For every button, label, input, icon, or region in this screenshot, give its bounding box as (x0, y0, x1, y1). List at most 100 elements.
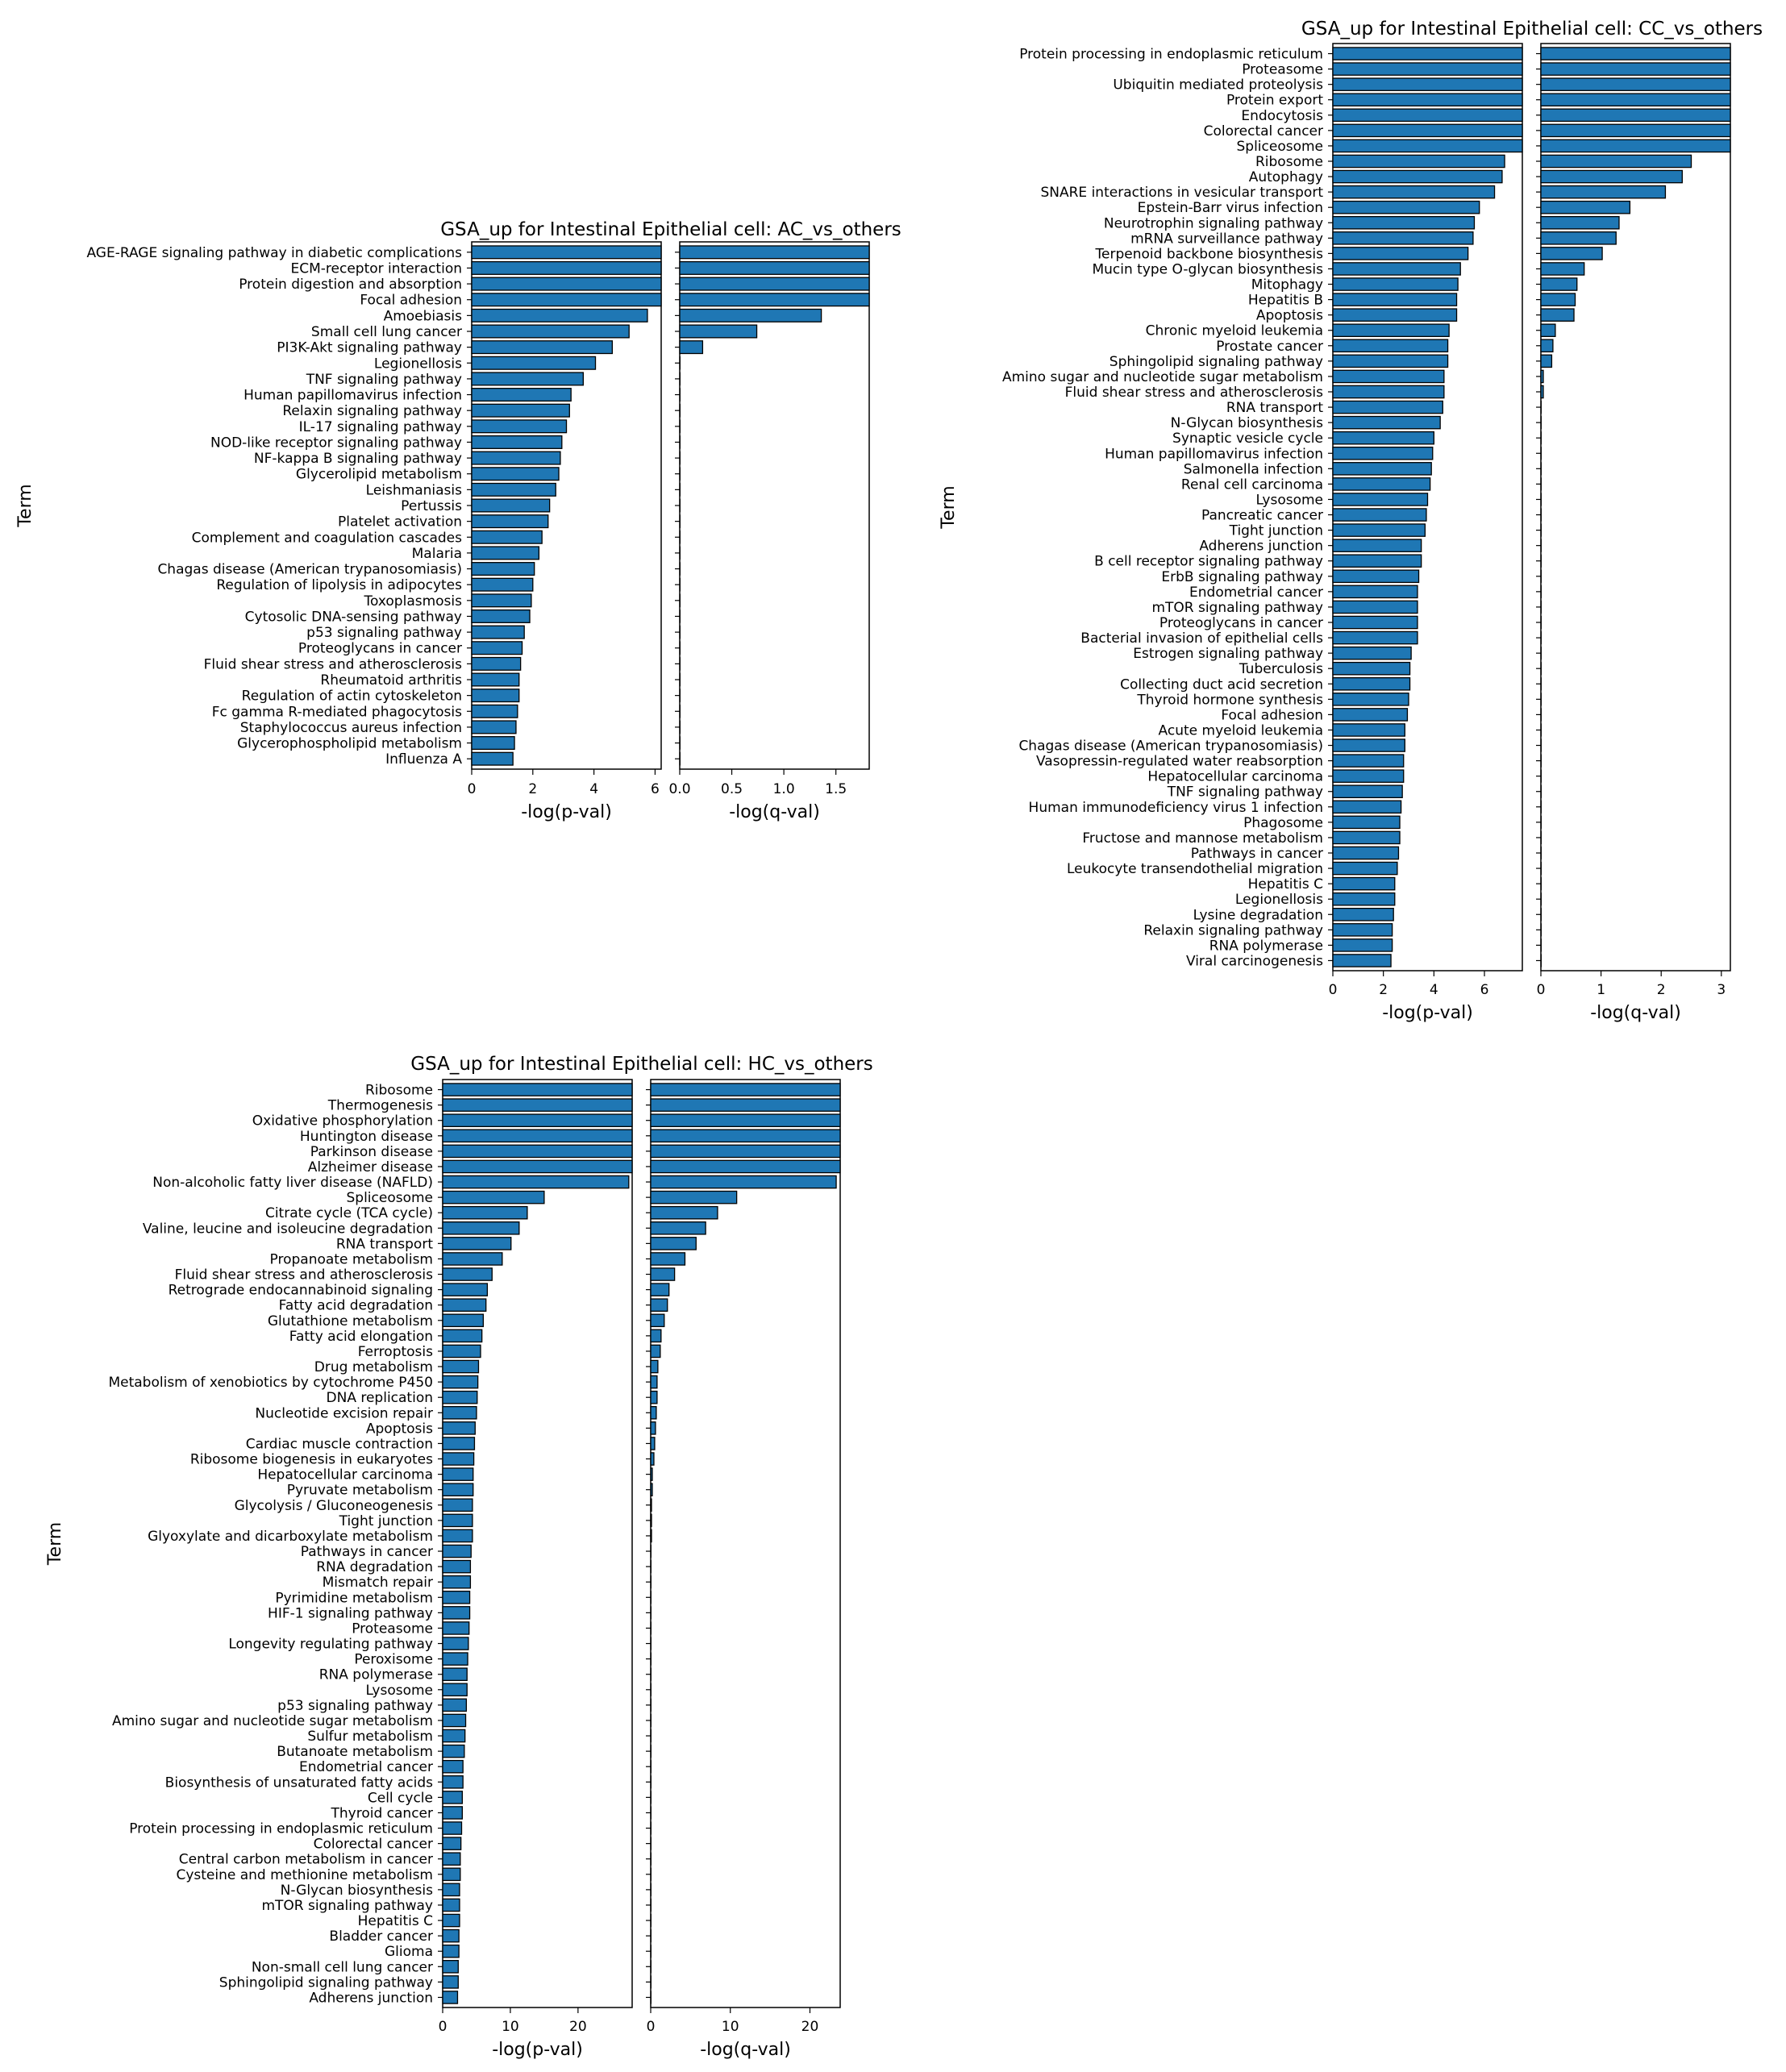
term-label: Regulation of actin cytoskeleton (242, 689, 462, 705)
term-label: Leishmaniasis (366, 482, 462, 498)
pval-bar (1332, 108, 1523, 123)
qval-bar (1540, 431, 1542, 445)
pval-bar (471, 641, 523, 655)
pval-tick-label: 6 (1480, 982, 1489, 998)
pval-bar (442, 1083, 633, 1096)
qval-bar (650, 1591, 652, 1604)
term-label: Proteoglycans in cancer (1159, 615, 1323, 631)
term-label: Vasopressin-regulated water reabsorption (1036, 754, 1323, 770)
qval-bar (1540, 923, 1542, 937)
term-label: Relaxin signaling pathway (282, 403, 462, 419)
qval-bar (679, 625, 681, 639)
chart-title: GSA_up for Intestinal Epithelial cell: C… (1301, 19, 1763, 40)
term-label: Fc gamma R-mediated phagocytosis (212, 704, 462, 720)
pval-bar (442, 1991, 459, 2004)
term-label: Fatty acid degradation (279, 1298, 433, 1314)
term-label: Amino sugar and nucleotide sugar metabol… (1002, 369, 1323, 385)
qval-tick-label: 0 (647, 2019, 656, 2035)
term-label: Legionellosis (1235, 892, 1323, 908)
qval-bar (650, 1729, 652, 1743)
term-label: Chagas disease (American trypanosomiasis… (1018, 739, 1323, 755)
term-label: N-Glycan biosynthesis (1171, 415, 1323, 431)
term-label: Adherens junction (309, 1990, 433, 2006)
qval-bar (650, 1359, 659, 1374)
qval-bar (650, 1098, 841, 1112)
term-label: Tuberculosis (1239, 661, 1323, 677)
chart-title: GSA_up for Intestinal Epithelial cell: H… (410, 1054, 872, 1075)
qval-bar (650, 1683, 652, 1696)
qval-bar (650, 1791, 652, 1804)
qval-bar (1540, 477, 1542, 491)
pval-tick-label: 10 (502, 2019, 519, 2035)
term-label: Mitophagy (1251, 277, 1323, 293)
qval-bar (650, 1637, 652, 1650)
pval-bar (1332, 339, 1449, 353)
term-label: Cysteine and methionine metabolism (176, 1867, 433, 1883)
qval-bar (1540, 830, 1542, 844)
term-label: Hepatitis C (358, 1913, 433, 1929)
pval-tick-label: 0 (439, 2019, 448, 2035)
qval-bar (650, 1775, 652, 1789)
pval-axis-label: -log(p-val) (492, 2040, 583, 2060)
pval-bar (1332, 508, 1427, 522)
qval-bar (679, 340, 704, 355)
term-label: Glyoxylate and dicarboxylate metabolism (148, 1529, 433, 1545)
pval-bar (471, 625, 525, 639)
qval-bar (1540, 123, 1731, 138)
qval-bar (650, 1914, 652, 1928)
term-label: Ribosome (1255, 154, 1323, 170)
pval-bar (442, 1452, 475, 1466)
pval-bar (1332, 62, 1523, 76)
pval-bar (471, 308, 648, 322)
qval-bar (650, 1945, 652, 1958)
term-label: Mismatch repair (323, 1575, 433, 1591)
qval-bar (650, 1467, 653, 1481)
pval-bar (1332, 323, 1450, 338)
term-label: HIF-1 signaling pathway (268, 1605, 433, 1621)
pval-bar (1332, 815, 1401, 830)
qval-bar (650, 1498, 652, 1512)
pval-bar (471, 277, 662, 291)
pval-tick-label: 20 (569, 2019, 587, 2035)
pval-axes-frame (1332, 43, 1523, 972)
qval-bar (1540, 262, 1585, 276)
term-label: Peroxisome (354, 1652, 433, 1668)
pval-bar (442, 1175, 630, 1189)
pval-bar (442, 1883, 460, 1897)
term-label: Rheumatoid arthritis (320, 672, 462, 689)
qval-bar (650, 1083, 841, 1096)
qval-axes-frame (650, 1079, 841, 2008)
pval-axis-label: -log(p-val) (1382, 1003, 1473, 1023)
qval-bar (1540, 954, 1542, 967)
pval-bar (1332, 708, 1409, 722)
term-label: Influenza A (385, 751, 462, 768)
pval-bar (1332, 630, 1418, 645)
pval-tick-label: 0 (1329, 982, 1338, 998)
term-label: RNA polymerase (1209, 938, 1323, 954)
pval-bar (442, 1729, 466, 1743)
term-label: Amoebiasis (384, 308, 463, 324)
y-axis-label: Term (15, 484, 35, 527)
term-label: RNA transport (336, 1236, 433, 1252)
term-label: Protein processing in endoplasmic reticu… (129, 1821, 433, 1837)
term-label: Small cell lung cancer (311, 324, 462, 340)
term-label: Non-small cell lung cancer (252, 1959, 433, 1975)
term-label: Complement and coagulation cascades (192, 530, 463, 546)
qval-bar (650, 1975, 652, 1989)
qval-bar (650, 1545, 652, 1558)
pval-bar (442, 1529, 473, 1543)
qval-bar (1540, 508, 1542, 522)
pval-bar (442, 1483, 474, 1496)
term-label: Lysosome (1255, 492, 1323, 508)
qval-bar (650, 1283, 670, 1296)
qval-bar (679, 610, 681, 623)
qval-bar (1540, 447, 1542, 460)
term-label: Pathways in cancer (301, 1544, 433, 1560)
qval-bar (650, 1852, 652, 1866)
term-label: Sphingolipid signaling pathway (219, 1974, 433, 1991)
qval-bar (650, 1175, 837, 1189)
pval-bar (1332, 876, 1396, 891)
qval-bar (1540, 293, 1576, 306)
qval-axes-frame (1540, 43, 1731, 972)
